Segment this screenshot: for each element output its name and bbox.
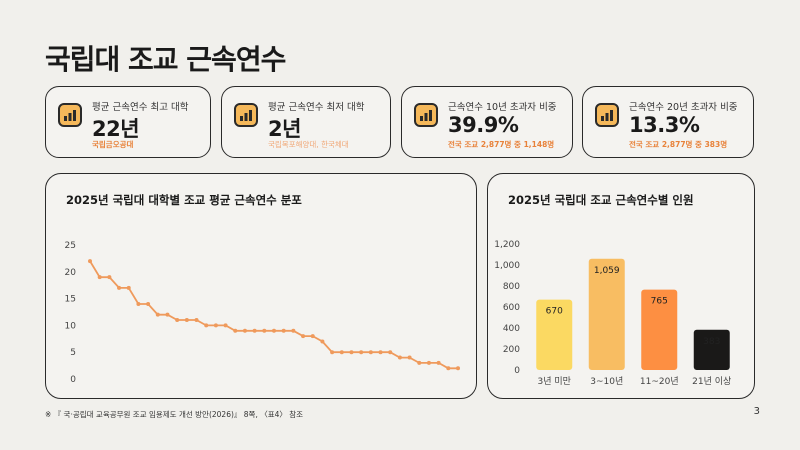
line-chart: 0 5 10 15 20 25: [65, 241, 460, 385]
kpi-label: 근속연수 20년 초과자 비중: [629, 102, 738, 113]
y-tick-label: 0: [70, 375, 76, 385]
data-point: [262, 328, 267, 333]
data-point: [107, 275, 112, 280]
bar-chart-card: 2025년 국립대 조교 근속연수별 인원 0 200 400 600 800 1,000…: [487, 173, 755, 399]
data-point: [301, 334, 306, 339]
data-point: [378, 350, 383, 355]
bar: [693, 329, 730, 370]
data-point: [310, 334, 315, 339]
data-point: [456, 366, 460, 371]
kpi-note: 국립금오공대: [92, 140, 134, 149]
y-tick-label: 5: [70, 348, 76, 358]
kpi-card-min-tenure: 평균 근속연수 최저 대학 2년 국립목포해양대, 한국체대: [221, 86, 391, 158]
data-point: [359, 350, 364, 355]
kpi-card-over-10-years: 근속연수 10년 초과자 비중 39.9% 전국 조교 2,877명 중 1,1…: [401, 86, 573, 158]
y-tick-label: 800: [503, 282, 520, 292]
data-point: [126, 285, 131, 290]
data-point: [446, 366, 451, 371]
bar-chart-icon: [234, 103, 258, 127]
line-chart-card: 2025년 국립대 대학별 조교 평균 근속연수 분포 0 5 10 15 20 25: [45, 173, 477, 399]
data-point: [136, 301, 141, 306]
data-point: [252, 328, 257, 333]
x-tick-label: 3~10년: [590, 376, 623, 387]
bar-value-label: 1,059: [594, 266, 620, 276]
footnote: ※ 『 국·공립대 교육공무원 조교 임용제도 개선 방안(2026)』 8쪽,…: [45, 410, 304, 419]
kpi-note: 국립목포해양대, 한국체대: [268, 140, 349, 149]
data-point: [281, 328, 286, 333]
data-point: [330, 350, 335, 355]
data-point: [272, 328, 276, 333]
data-point: [388, 350, 393, 355]
kpi-card-over-20-years: 근속연수 20년 초과자 비중 13.3% 전국 조교 2,877명 중 383…: [582, 86, 754, 158]
kpi-value: 22년: [92, 117, 140, 141]
bar-value-label: 670: [546, 307, 563, 317]
data-point: [349, 350, 354, 355]
data-point: [436, 360, 441, 365]
data-point: [175, 318, 180, 323]
kpi-note: 전국 조교 2,877명 중 383명: [629, 140, 728, 149]
data-point: [417, 360, 422, 365]
data-point: [88, 259, 92, 264]
y-tick-label: 10: [65, 321, 77, 331]
data-point: [407, 355, 412, 360]
x-tick-label: 3년 미만: [538, 376, 571, 387]
y-tick-label: 20: [65, 268, 77, 278]
data-point: [204, 323, 209, 328]
bar-value-label: 383: [703, 337, 720, 347]
page-title: 국립대 조교 근속연수: [45, 43, 286, 76]
data-point: [213, 323, 218, 328]
y-tick-label: 600: [503, 303, 520, 313]
page-number: 3: [753, 406, 760, 417]
kpi-value: 2년: [268, 117, 301, 141]
bar-chart-icon: [414, 103, 438, 127]
data-point: [155, 312, 160, 317]
kpi-label: 평균 근속연수 최고 대학: [92, 102, 189, 113]
kpi-card-max-tenure: 평균 근속연수 최고 대학 22년 국립금오공대: [45, 86, 211, 158]
bar-chart-title: 2025년 국립대 조교 근속연수별 인원: [508, 193, 694, 207]
bar-chart-icon: [58, 103, 82, 127]
data-point: [184, 318, 189, 323]
data-point: [165, 312, 170, 317]
data-point: [223, 323, 228, 328]
x-tick-label: 11~20년: [640, 376, 679, 387]
y-tick-label: 1,200: [494, 240, 520, 250]
series-line: [89, 260, 458, 370]
line-chart-title: 2025년 국립대 대학별 조교 평균 근속연수 분포: [66, 193, 302, 207]
y-tick-label: 400: [503, 324, 520, 334]
y-tick-label: 1,000: [494, 261, 520, 271]
bar: [536, 299, 573, 370]
y-tick-label: 25: [65, 241, 76, 251]
kpi-value: 13.3%: [629, 113, 700, 137]
data-point: [194, 318, 199, 323]
y-tick-label: 200: [503, 345, 520, 355]
data-point: [97, 275, 102, 280]
data-point: [291, 328, 296, 333]
data-point: [242, 328, 247, 333]
data-point: [426, 360, 431, 365]
kpi-label: 근속연수 10년 초과자 비중: [448, 102, 557, 113]
y-tick-label: 0: [514, 366, 520, 376]
data-point: [368, 350, 373, 355]
data-point: [339, 350, 344, 355]
bar-chart: 0 200 400 600 800 1,000 1,200 670 3년 미만 1,059 3~10…: [494, 240, 731, 387]
bar-value-label: 765: [651, 297, 668, 307]
data-point: [146, 301, 151, 306]
data-point: [320, 339, 325, 344]
y-tick-label: 15: [65, 295, 76, 305]
kpi-note: 전국 조교 2,877명 중 1,148명: [448, 140, 555, 149]
bar-chart-icon: [595, 103, 619, 127]
bar: [588, 258, 625, 370]
data-point: [233, 328, 238, 333]
kpi-label: 평균 근속연수 최저 대학: [268, 102, 365, 113]
data-point: [117, 285, 122, 290]
x-tick-label: 21년 이상: [692, 376, 731, 387]
data-point: [397, 355, 402, 360]
bar: [641, 289, 678, 370]
kpi-value: 39.9%: [448, 113, 519, 137]
